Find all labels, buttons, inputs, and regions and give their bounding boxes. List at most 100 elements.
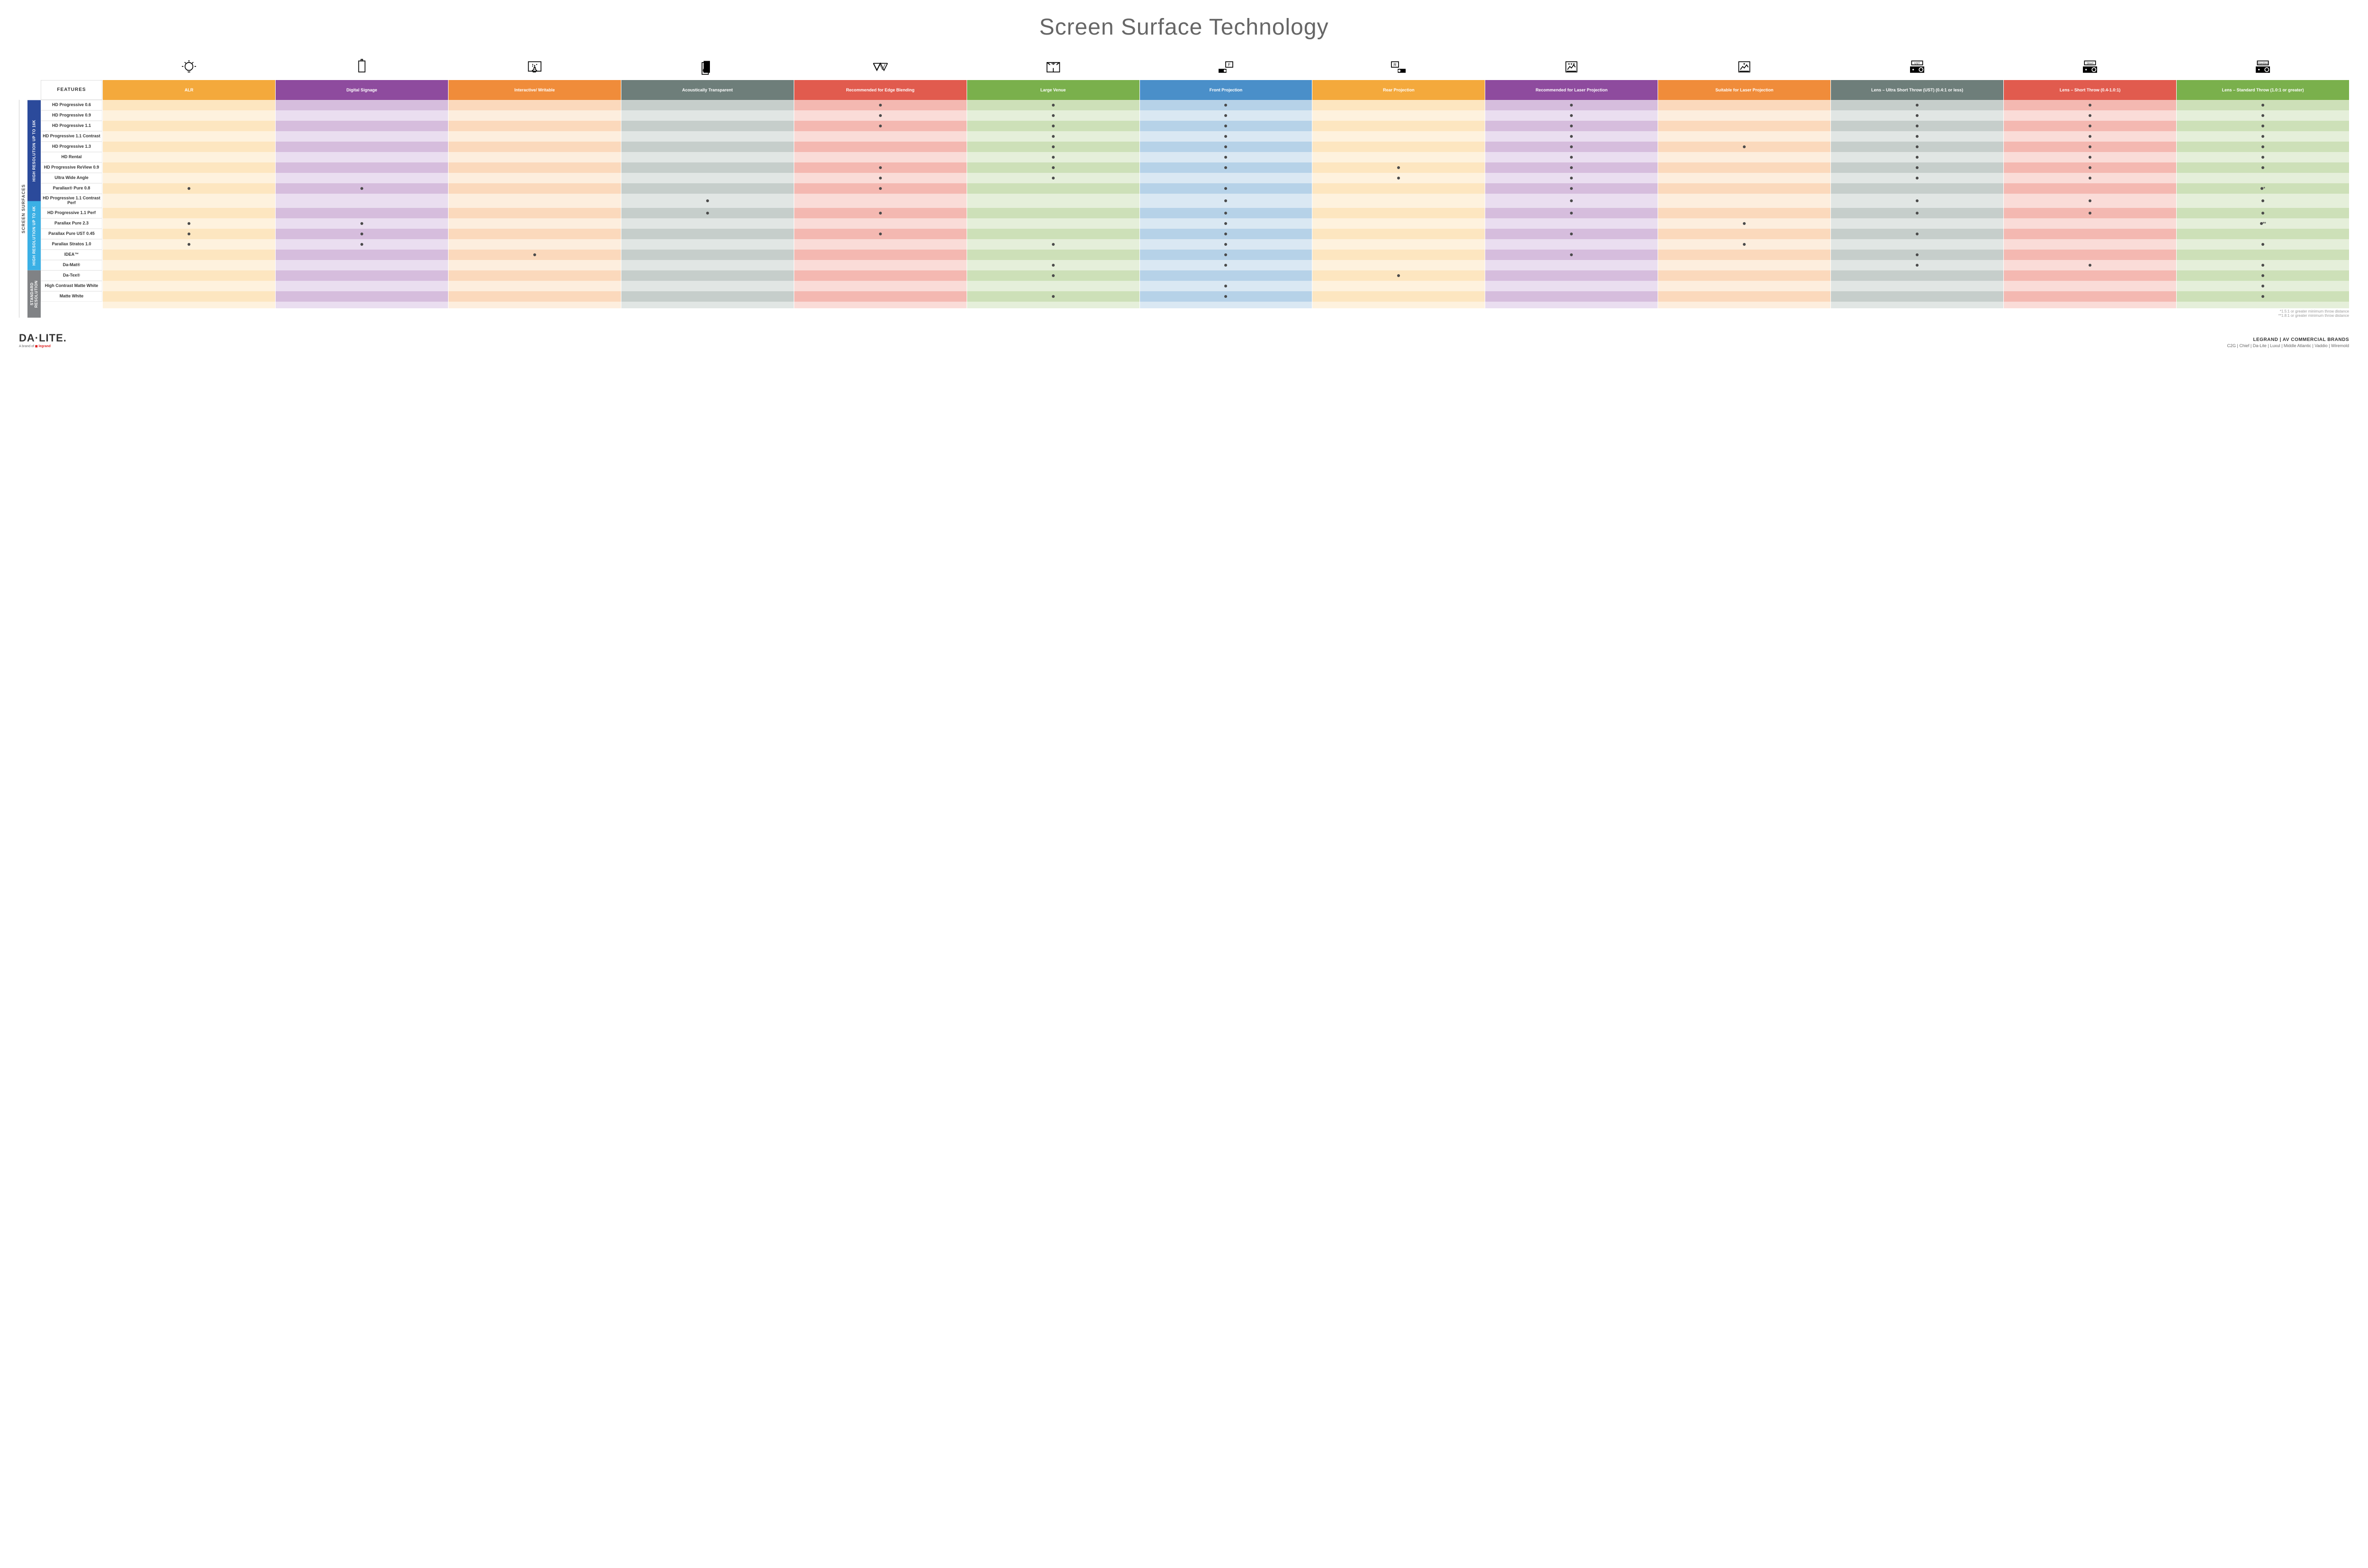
alr-icon [103,54,275,80]
cell-short [2004,152,2176,162]
cell-edge [794,239,967,250]
header-writable: Interactive/ Writable [448,80,621,100]
cell-signage [276,239,448,250]
cell-short [2004,260,2176,270]
cell-venue [967,162,1139,173]
edge-icon [794,54,967,80]
cell-suitlaser [1658,194,1830,208]
cell-alr [103,229,275,239]
table-row: Parallax Pure UST 0.45 [41,229,2349,239]
cell-edge [794,208,967,218]
cell-rear [1312,260,1485,270]
cell-front [1140,260,1312,270]
cell-alr [103,250,275,260]
table-row: HD Progressive ReView 0.9 [41,162,2349,173]
cell-venue [967,229,1139,239]
cell-alr [103,142,275,152]
cell-alr [103,194,275,208]
table-row: Parallax® Pure 0.8* [41,183,2349,194]
cell-front [1140,162,1312,173]
cell-ust [1831,218,2003,229]
cell-reclaser [1485,100,1658,110]
cell-front [1140,250,1312,260]
cell-signage [276,250,448,260]
header-edge: Recommended for Edge Blending [794,80,967,100]
table-row: HD Progressive 1.1 Contrast [41,131,2349,142]
cell-edge [794,194,967,208]
cell-ust [1831,100,2003,110]
cell-acoustic [621,250,794,260]
cell-writable [448,194,621,208]
cell-front [1140,173,1312,183]
cell-rear [1312,194,1485,208]
cell-venue [967,270,1139,281]
cell-suitlaser [1658,270,1830,281]
cell-signage [276,183,448,194]
cell-std: ** [2177,218,2349,229]
cell-writable [448,239,621,250]
cell-suitlaser [1658,281,1830,291]
cell-std [2177,100,2349,110]
cell-std [2177,162,2349,173]
table-row: Matte White [41,291,2349,302]
cell-venue [967,208,1139,218]
cell-std [2177,121,2349,131]
footer: DA·LITE. A brand of ◼ legrand LEGRAND | … [19,327,2349,348]
cell-front [1140,270,1312,281]
row-label: HD Progressive 1.3 [41,142,102,152]
cell-front [1140,291,1312,302]
cell-rear [1312,218,1485,229]
cell-rear [1312,281,1485,291]
cell-writable [448,260,621,270]
cell-rear [1312,229,1485,239]
cell-ust [1831,208,2003,218]
cell-reclaser [1485,194,1658,208]
cell-writable [448,208,621,218]
table-row: High Contrast Matte White [41,281,2349,291]
cell-writable [448,162,621,173]
cell-signage [276,121,448,131]
cell-edge [794,162,967,173]
cell-ust [1831,270,2003,281]
cell-acoustic [621,270,794,281]
reclaser-icon: ★★★ [1485,54,1658,80]
cell-suitlaser [1658,183,1830,194]
row-label: Parallax Stratos 1.0 [41,239,102,250]
venue-icon [967,54,1139,80]
cell-front [1140,110,1312,121]
cell-front [1140,208,1312,218]
header-rear: Rear Projection [1312,80,1485,100]
table-row: IDEA™ [41,250,2349,260]
row-label: HD Rental [41,152,102,162]
cell-edge [794,183,967,194]
cell-reclaser [1485,229,1658,239]
cell-writable [448,100,621,110]
cell-std [2177,131,2349,142]
cell-edge [794,100,967,110]
cell-reclaser [1485,173,1658,183]
signage-icon [276,54,448,80]
cell-writable [448,218,621,229]
cell-venue [967,121,1139,131]
cell-edge [794,110,967,121]
cell-short [2004,183,2176,194]
row-label: High Contrast Matte White [41,281,102,291]
cell-signage [276,208,448,218]
logo-block: DA·LITE. A brand of ◼ legrand [19,332,67,348]
cell-reclaser [1485,291,1658,302]
cell-short [2004,270,2176,281]
cell-alr [103,291,275,302]
cell-edge [794,131,967,142]
header-ust: Lens – Ultra Short Throw (UST) (0.4:1 or… [1831,80,2003,100]
cell-alr [103,173,275,183]
cell-writable [448,152,621,162]
cell-edge [794,291,967,302]
cell-front [1140,239,1312,250]
table-row: HD Progressive 0.6 [41,100,2349,110]
cell-edge [794,173,967,183]
cell-reclaser [1485,281,1658,291]
cell-std [2177,239,2349,250]
cell-acoustic [621,229,794,239]
cell-reclaser [1485,218,1658,229]
cell-suitlaser [1658,110,1830,121]
